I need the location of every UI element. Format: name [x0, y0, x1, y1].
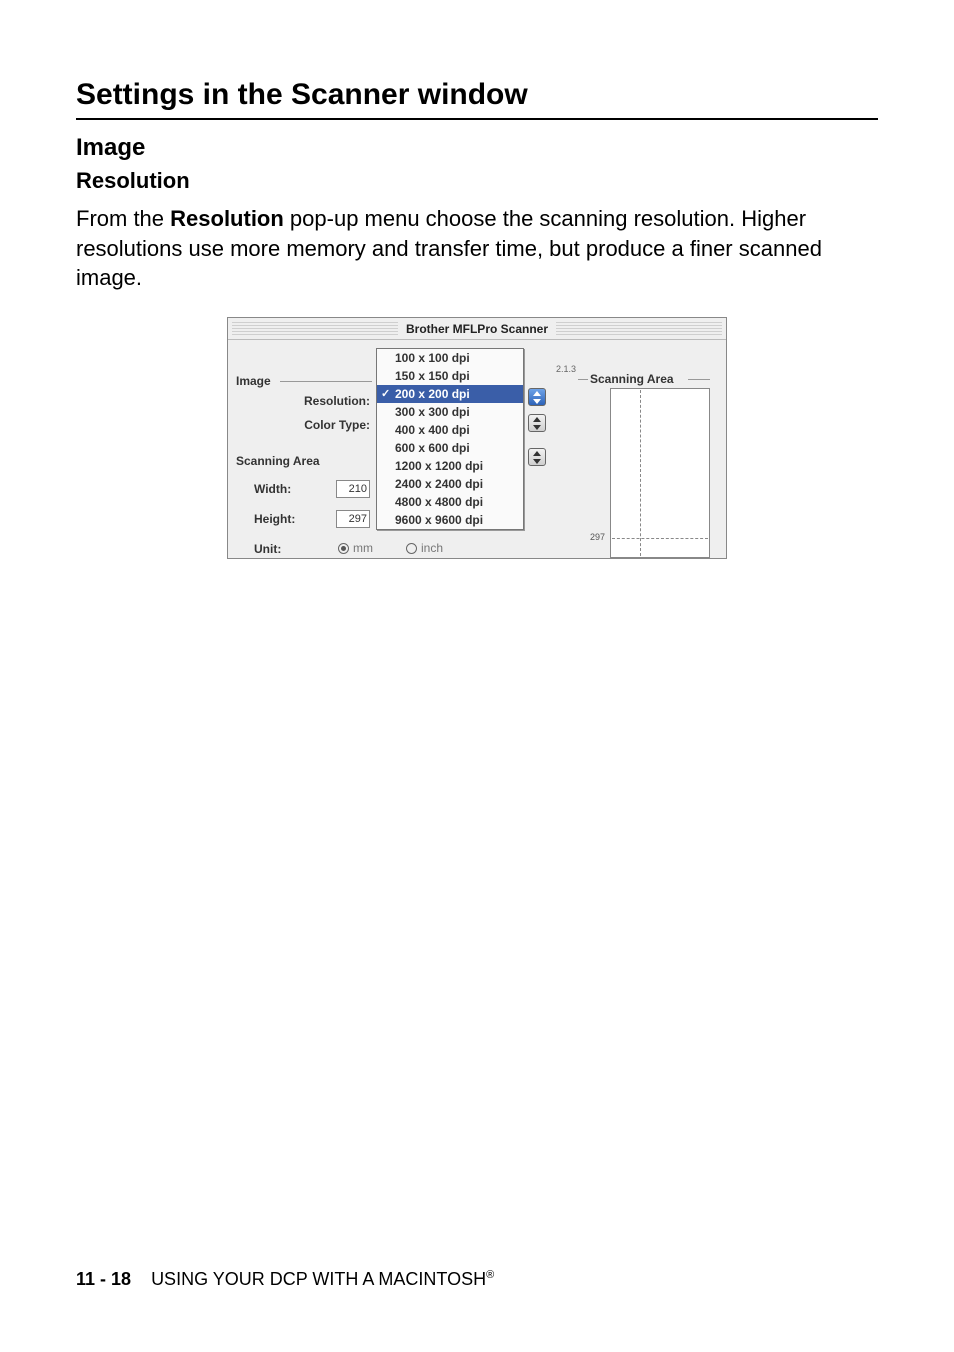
chevron-up-icon	[529, 415, 545, 423]
version-label: 2.1.3	[556, 364, 576, 374]
chevron-up-icon	[529, 449, 545, 457]
preview-dashed-vertical	[640, 390, 641, 556]
page: Settings in the Scanner window Image Res…	[0, 0, 954, 1352]
footer-text: USING YOUR DCP WITH A MACINTOSH	[151, 1269, 486, 1289]
height-input[interactable]: 297	[336, 510, 370, 528]
radio-dot-icon	[406, 543, 417, 554]
color-type-label: Color Type:	[304, 418, 370, 432]
spin-column	[528, 348, 550, 548]
section-image-heading: Image	[76, 134, 878, 162]
subsection-resolution-heading: Resolution	[76, 168, 878, 194]
unit-inch-label: inch	[421, 541, 443, 555]
title-rule	[76, 118, 878, 120]
check-icon: ✓	[381, 387, 390, 400]
resolution-option[interactable]: 150 x 150 dpi	[377, 367, 523, 385]
color-type-stepper[interactable]	[528, 414, 546, 432]
resolution-label: Resolution:	[304, 394, 370, 408]
image-group-label: Image	[236, 374, 271, 388]
radio-dot-icon	[338, 543, 349, 554]
resolution-option[interactable]: 100 x 100 dpi	[377, 349, 523, 367]
chevron-down-icon	[529, 457, 545, 465]
left-column: Image Resolution: Color Type: Scanning A…	[236, 348, 376, 548]
footer-page-number: 11 - 18	[76, 1269, 131, 1289]
page-footer: 11 - 18 USING YOUR DCP WITH A MACINTOSH®	[76, 1269, 494, 1290]
resolution-option-selected[interactable]: ✓ 200 x 200 dpi	[377, 385, 523, 403]
unit-mm-radio[interactable]: mm	[338, 541, 373, 555]
resolution-stepper[interactable]	[528, 388, 546, 406]
scan-area-line-right	[688, 379, 710, 380]
resolution-menu[interactable]: 100 x 100 dpi 150 x 150 dpi ✓ 200 x 200 …	[376, 348, 524, 530]
menu-column: 100 x 100 dpi 150 x 150 dpi ✓ 200 x 200 …	[376, 348, 528, 548]
window-title: Brother MFLPro Scanner	[398, 322, 556, 336]
chevron-up-icon	[529, 389, 545, 397]
window-body: Image Resolution: Color Type: Scanning A…	[228, 340, 726, 558]
scanner-window: Brother MFLPro Scanner Image Resolution:…	[227, 317, 727, 559]
preview-dashed-horizontal	[612, 538, 708, 539]
scanning-area-right-label: Scanning Area	[590, 372, 674, 386]
resolution-option[interactable]: 600 x 600 dpi	[377, 439, 523, 457]
resolution-description: From the Resolution pop-up menu choose t…	[76, 204, 878, 293]
scan-area-line-left	[578, 379, 588, 380]
unit-label: Unit:	[254, 542, 281, 556]
scanning-area-stepper[interactable]	[528, 448, 546, 466]
resolution-option[interactable]: 400 x 400 dpi	[377, 421, 523, 439]
body-text-pre: From the	[76, 206, 170, 231]
resolution-option[interactable]: 9600 x 9600 dpi	[377, 511, 523, 529]
scan-preview-box[interactable]	[610, 388, 710, 558]
image-group-line	[280, 381, 372, 382]
footer-registered: ®	[486, 1269, 494, 1281]
unit-inch-radio[interactable]: inch	[406, 541, 443, 555]
height-label: Height:	[254, 512, 295, 526]
resolution-option-label: 200 x 200 dpi	[395, 387, 470, 401]
resolution-option[interactable]: 2400 x 2400 dpi	[377, 475, 523, 493]
chevron-down-icon	[529, 397, 545, 405]
page-title: Settings in the Scanner window	[76, 78, 878, 112]
unit-mm-label: mm	[353, 541, 373, 555]
width-input[interactable]: 210	[336, 480, 370, 498]
body-text-bold: Resolution	[170, 206, 284, 231]
width-label: Width:	[254, 482, 291, 496]
preview-tick-297: 297	[590, 532, 605, 542]
scanning-area-group-label: Scanning Area	[236, 454, 320, 468]
resolution-option[interactable]: 1200 x 1200 dpi	[377, 457, 523, 475]
chevron-down-icon	[529, 423, 545, 431]
window-titlebar: Brother MFLPro Scanner	[228, 318, 726, 340]
resolution-option[interactable]: 300 x 300 dpi	[377, 403, 523, 421]
resolution-option[interactable]: 4800 x 4800 dpi	[377, 493, 523, 511]
right-column: 2.1.3 Scanning Area 297	[550, 348, 718, 548]
